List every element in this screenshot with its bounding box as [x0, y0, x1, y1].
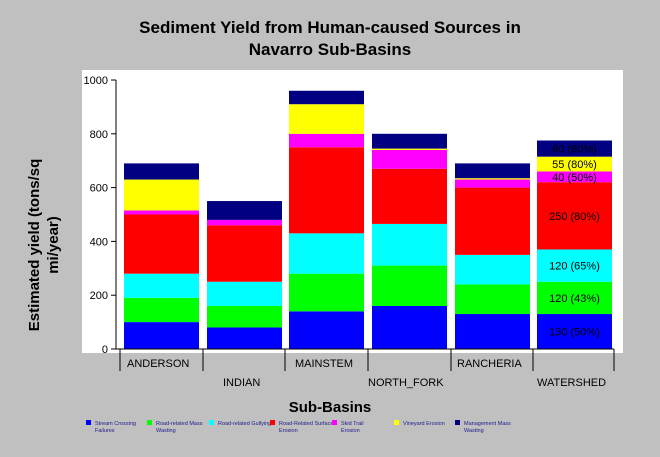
legend-label: Skid Trail Erosion — [341, 421, 364, 434]
bar-segment — [207, 327, 282, 349]
bar-segment — [372, 223, 447, 266]
x-tick-label: RANCHERIA — [457, 358, 522, 370]
legend-label: Road-related Gullying — [218, 421, 271, 427]
bar-segment — [289, 147, 364, 234]
bar-segment — [455, 163, 530, 179]
axes: 0 200 400 600 800 1000 ANDERSON INDIAN MAINSTEM N… — [84, 75, 615, 389]
bar-segment — [289, 233, 364, 274]
bar-segment — [537, 156, 612, 172]
bars: 130 (50%) 120 (43%) 120 (65%) 250 (80%) 40 (… — [124, 90, 612, 349]
data-label: 40 (50%) — [552, 172, 597, 184]
bar-segment — [455, 179, 530, 188]
data-label: 55 (80%) — [552, 159, 597, 171]
legend-swatch — [394, 420, 399, 425]
bar-segment — [289, 273, 364, 312]
bar-segment — [455, 314, 530, 349]
chart-title: Sediment Yield from Human-caused Sources… — [139, 18, 521, 59]
y-tick-label: 0 — [102, 344, 108, 356]
bar-segment — [537, 171, 612, 183]
bar-segment — [289, 104, 364, 134]
bar-segment — [124, 297, 199, 323]
y-tick-label: 1000 — [84, 75, 108, 87]
data-label: 60 (60%) — [552, 144, 597, 156]
x-tick-label: NORTH_FORK — [368, 377, 444, 389]
x-tick-label: MAINSTEM — [295, 358, 353, 370]
x-tick-label: INDIAN — [223, 377, 260, 389]
bar-segment — [124, 210, 199, 215]
bar-segment — [537, 281, 612, 315]
bar-segment — [207, 305, 282, 328]
legend-swatch — [147, 420, 152, 425]
bar-segment — [455, 254, 530, 285]
y-axis-label: Estimated yield (tons/sq mi/year) — [26, 159, 62, 332]
legend-label: Vineyard Erosion — [403, 421, 445, 427]
y-axis-label-line: mi/year) — [45, 216, 62, 274]
bar-segment — [372, 305, 447, 349]
chart-title-line: Sediment Yield from Human-caused Sources… — [139, 18, 521, 37]
legend-swatch — [332, 420, 337, 425]
bar-segment — [289, 133, 364, 148]
bar-segment — [124, 163, 199, 180]
bar-segment — [124, 179, 199, 211]
bar-segment — [207, 219, 282, 226]
bar-segment — [124, 322, 199, 349]
y-tick-label: 600 — [90, 183, 108, 195]
x-axis-label: Sub-Basins — [289, 399, 372, 416]
bar-segment — [372, 168, 447, 224]
legend-label: Management Mass Wasting — [464, 421, 511, 434]
bar-segment — [537, 182, 612, 250]
bar-segment — [207, 201, 282, 220]
bar-segment — [124, 273, 199, 298]
data-label: 250 (80%) — [549, 211, 600, 223]
bar-segment — [537, 314, 612, 349]
bar-segment — [537, 249, 612, 282]
bar-segment — [124, 214, 199, 274]
bar-segment — [537, 140, 612, 157]
bar-segment — [372, 133, 447, 149]
bar-segment — [372, 265, 447, 306]
bar-segment — [207, 225, 282, 282]
bar-segment — [372, 148, 447, 150]
legend-swatch — [209, 420, 214, 425]
y-tick-label: 800 — [90, 129, 108, 141]
bar-segment — [372, 149, 447, 169]
y-tick-label: 400 — [90, 236, 108, 248]
data-label: 120 (43%) — [549, 293, 600, 305]
bar-segment — [289, 90, 364, 105]
y-tick-label: 200 — [90, 290, 108, 302]
data-label: 120 (65%) — [549, 261, 600, 273]
legend-swatch — [270, 420, 275, 425]
bar-segment — [289, 311, 364, 349]
bar-segment — [455, 187, 530, 255]
legend-swatch — [86, 420, 91, 425]
bar-segment — [207, 281, 282, 306]
bar-segment — [455, 178, 530, 180]
bar-segment — [455, 284, 530, 315]
y-axis-label-line: Estimated yield (tons/sq — [26, 159, 43, 332]
x-tick-label: ANDERSON — [127, 358, 189, 370]
legend-label: Stream Crossing Failures — [95, 421, 136, 434]
data-label: 130 (50%) — [549, 327, 600, 339]
chart-title-line: Navarro Sub-Basins — [249, 40, 412, 59]
legend-label: Road-related Mass Wasting — [156, 421, 203, 434]
legend-swatch — [455, 420, 460, 425]
legend: Stream Crossing Failures Road-related Mass… — [86, 420, 511, 434]
x-tick-label: WATERSHED — [537, 377, 606, 389]
legend-label: Road-Related Surface Erosion — [279, 421, 333, 434]
